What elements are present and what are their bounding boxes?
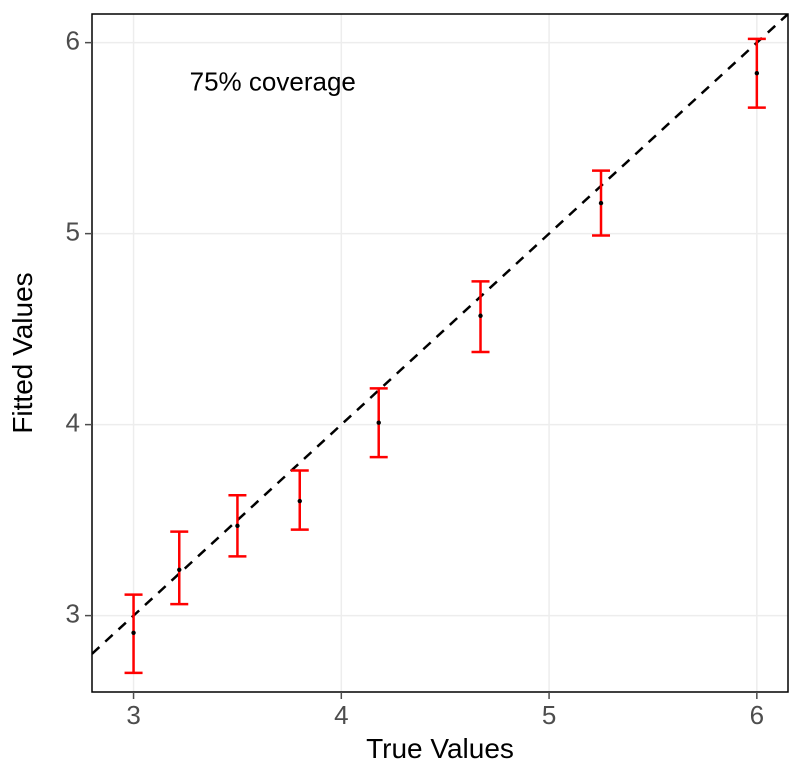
x-tick-label: 4 bbox=[334, 700, 348, 730]
coverage-annotation: 75% coverage bbox=[190, 66, 356, 96]
fitted-vs-true-chart: 3 4 5 6 3 4 5 6 True Values Fitted Values 75% cove… bbox=[0, 0, 800, 776]
point-marker bbox=[755, 71, 759, 75]
point-marker bbox=[298, 499, 302, 503]
x-tick-label: 5 bbox=[542, 700, 556, 730]
x-tick-label: 6 bbox=[750, 700, 764, 730]
point-marker bbox=[599, 201, 603, 205]
x-axis-label: True Values bbox=[366, 733, 514, 764]
point-marker bbox=[131, 631, 135, 635]
y-tick-label: 3 bbox=[66, 598, 80, 628]
x-tick-label: 3 bbox=[126, 700, 140, 730]
plot-panel bbox=[92, 14, 788, 692]
point-marker bbox=[377, 421, 381, 425]
point-marker bbox=[177, 568, 181, 572]
point-marker bbox=[478, 314, 482, 318]
y-axis-label: Fitted Values bbox=[7, 272, 38, 433]
point-marker bbox=[235, 524, 239, 528]
y-tick-label: 4 bbox=[66, 407, 80, 437]
y-tick-label: 5 bbox=[66, 217, 80, 247]
y-tick-label: 6 bbox=[66, 26, 80, 56]
